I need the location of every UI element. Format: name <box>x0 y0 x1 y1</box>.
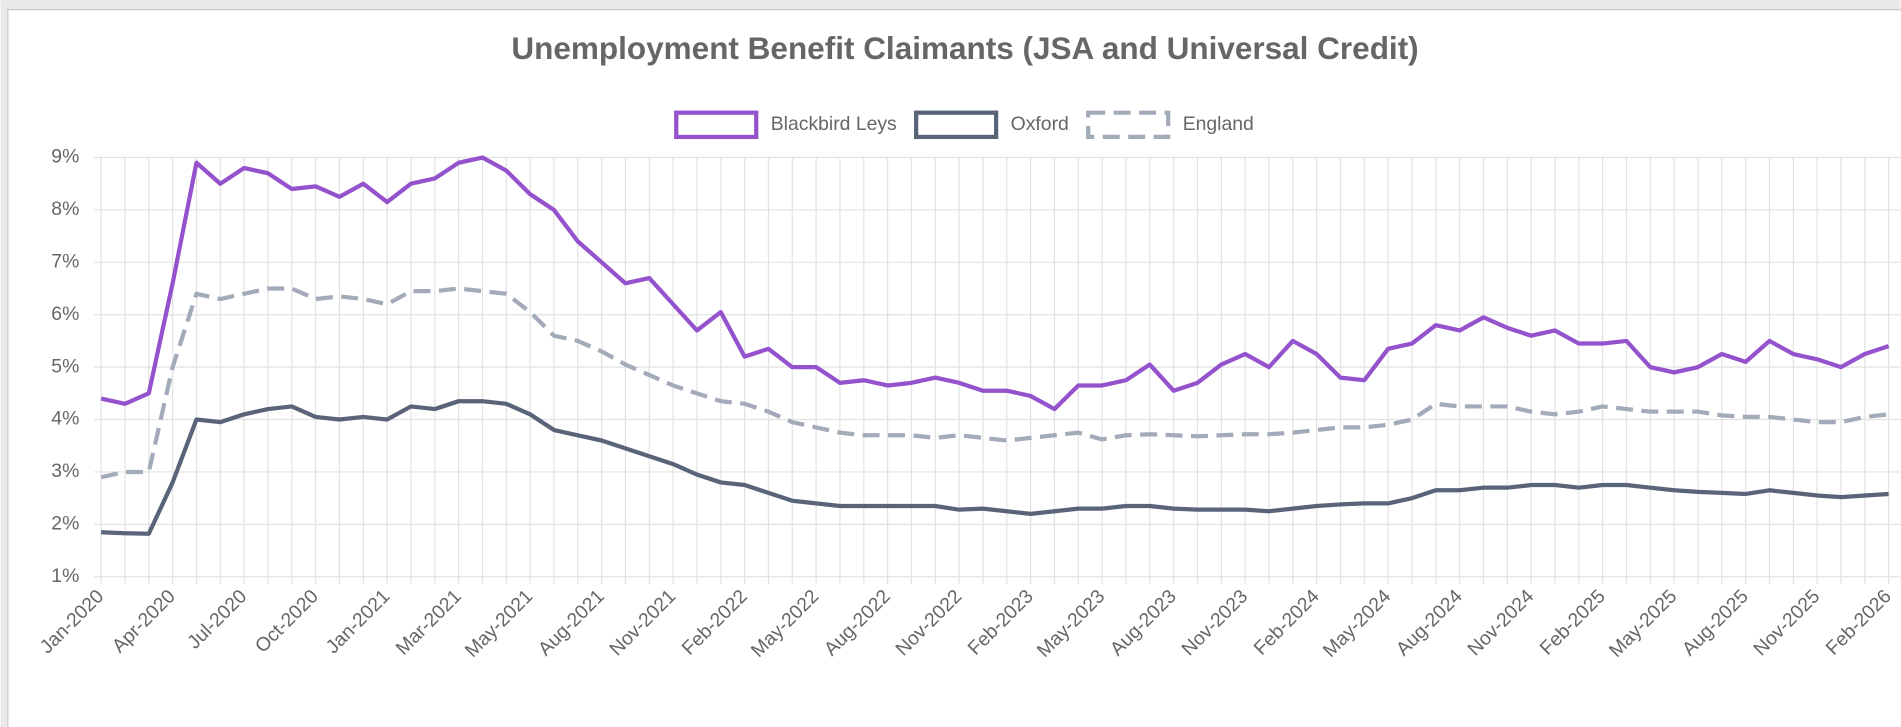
y-tick-label: 2% <box>51 512 79 534</box>
legend-label: England <box>1183 113 1254 135</box>
chart-panel <box>7 9 1901 727</box>
legend-swatch <box>674 110 759 140</box>
y-tick-label: 9% <box>51 146 79 168</box>
y-tick-label: 8% <box>51 198 79 220</box>
data-line <box>100 155 1890 412</box>
y-tick-label: 7% <box>51 250 79 272</box>
y-tick-label: 1% <box>51 565 79 587</box>
legend-swatch <box>914 110 999 140</box>
chart-title: Unemployment Benefit Claimants (JSA and … <box>511 30 1418 66</box>
y-tick-label: 4% <box>51 408 79 430</box>
legend-label: Blackbird Leys <box>771 113 897 135</box>
data-line <box>100 286 1889 480</box>
y-tick-label: 6% <box>51 303 79 325</box>
data-line <box>101 399 1889 536</box>
y-tick-label: 3% <box>51 460 79 482</box>
y-tick-label: 5% <box>51 355 79 377</box>
legend: Blackbird Leys Oxford England <box>674 110 1254 140</box>
legend-label: Oxford <box>1011 113 1069 135</box>
legend-swatch <box>1086 110 1171 140</box>
